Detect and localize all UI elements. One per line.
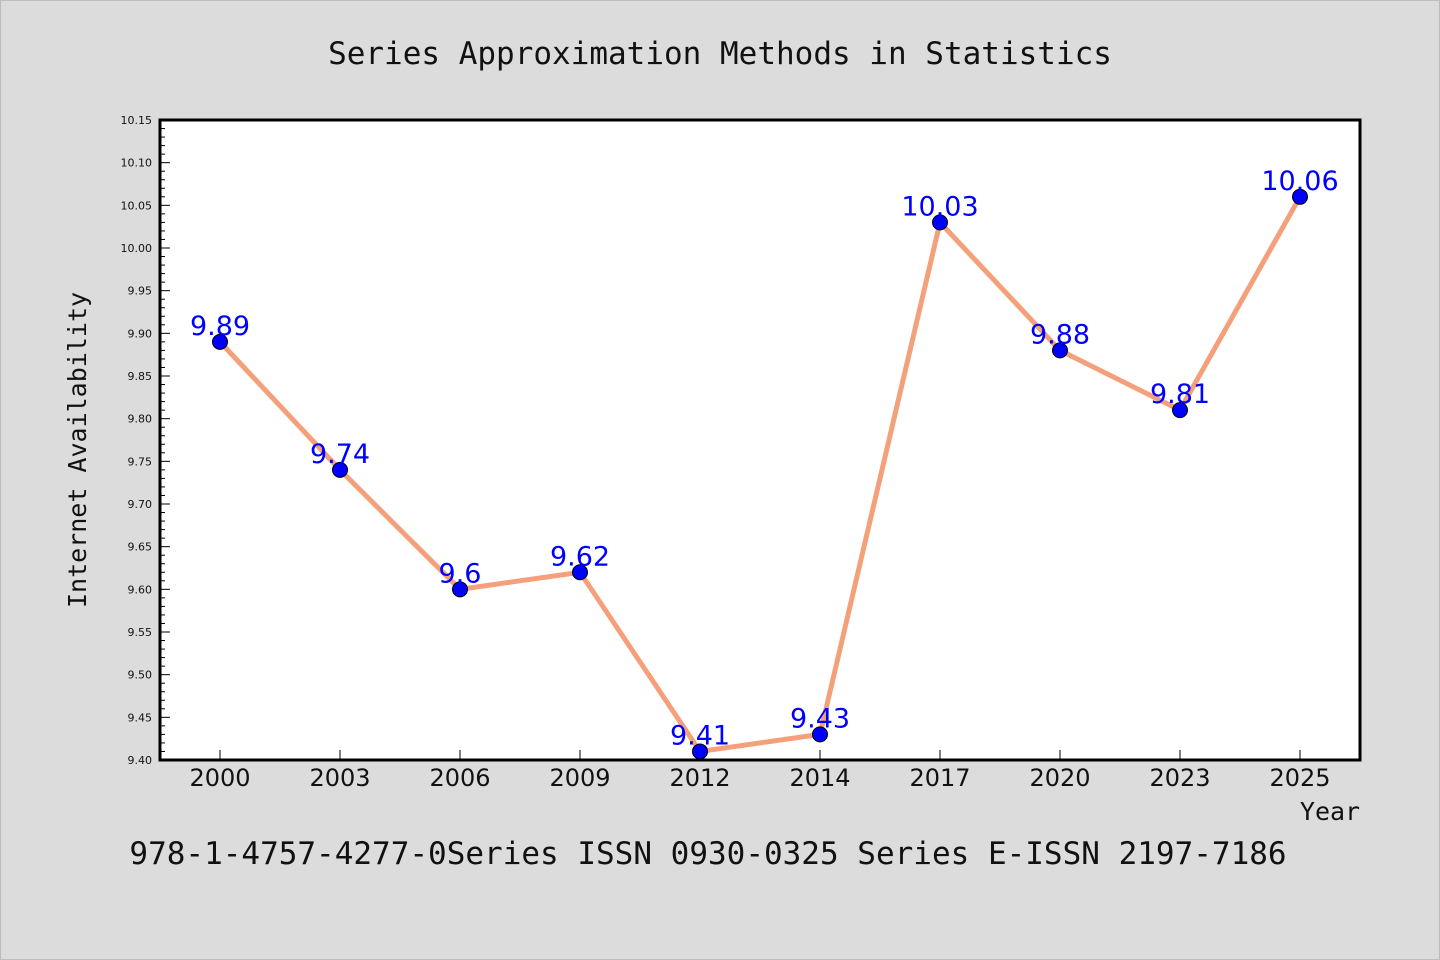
footer-text: 978-1-4757-4277-0Series ISSN 0930-0325 S… xyxy=(129,836,1286,872)
x-axis-title: Year xyxy=(1300,797,1360,826)
data-label: 9.62 xyxy=(550,541,610,572)
x-tick-label: 2014 xyxy=(789,764,850,792)
y-tick-label: 10.00 xyxy=(121,242,153,255)
x-tick-label: 2006 xyxy=(429,764,490,792)
data-point xyxy=(452,581,468,598)
x-tick-label: 2023 xyxy=(1149,764,1210,792)
data-point xyxy=(812,726,828,743)
y-tick-label: 9.55 xyxy=(128,626,153,639)
y-tick-label: 9.75 xyxy=(128,455,153,468)
chart-title: Series Approximation Methods in Statisti… xyxy=(328,36,1112,72)
y-tick-label: 10.05 xyxy=(121,199,153,212)
data-point xyxy=(212,333,228,350)
y-tick-label: 9.80 xyxy=(128,413,153,426)
series-layer: 9.89 9.74 9.6 9.62 9.41 9.43 10.03 9.88 9.81 10.0… xyxy=(190,166,1339,760)
data-label: 9.81 xyxy=(1150,379,1210,410)
x-tick-label: 2012 xyxy=(669,764,730,792)
x-tick-label: 2003 xyxy=(309,764,370,792)
data-label: 9.89 xyxy=(190,311,250,342)
y-tick-label: 9.85 xyxy=(128,370,153,383)
data-point xyxy=(932,214,948,231)
data-label: 9.74 xyxy=(310,439,370,470)
data-label: 9.88 xyxy=(1030,319,1090,350)
data-label: 9.41 xyxy=(670,720,730,751)
y-tick-label: 9.95 xyxy=(128,285,153,298)
y-axis: 9.40 9.45 9.50 9.55 9.60 9.65 9.70 9.75 9.80 9.85… xyxy=(121,114,170,767)
x-axis: 2000 2003 2006 2009 2012 2014 2017 2020 2023 2025 xyxy=(189,750,1331,792)
data-point xyxy=(1292,188,1308,205)
data-label: 10.06 xyxy=(1261,166,1338,197)
y-tick-label: 9.70 xyxy=(128,498,153,511)
x-tick-label: 2017 xyxy=(909,764,970,792)
plot-area xyxy=(160,120,1360,760)
data-point xyxy=(1172,402,1188,419)
y-tick-label: 9.60 xyxy=(128,583,153,596)
data-point xyxy=(332,461,348,478)
data-label: 10.03 xyxy=(901,191,978,222)
data-label: 9.6 xyxy=(439,558,482,589)
y-tick-label: 9.40 xyxy=(128,754,153,767)
y-axis-title: Internet Availability xyxy=(63,292,92,608)
y-tick-label: 9.90 xyxy=(128,327,153,340)
x-tick-label: 2009 xyxy=(549,764,610,792)
x-tick-label: 2000 xyxy=(189,764,250,792)
y-tick-label: 9.50 xyxy=(128,669,153,682)
data-point xyxy=(1052,342,1068,359)
data-label: 9.43 xyxy=(790,703,850,734)
x-tick-label: 2025 xyxy=(1269,764,1330,792)
y-tick-label: 10.10 xyxy=(121,157,153,170)
y-tick-label: 9.65 xyxy=(128,541,153,554)
y-tick-label: 9.45 xyxy=(128,711,153,724)
data-point xyxy=(572,564,588,581)
y-tick-label: 10.15 xyxy=(121,114,153,127)
x-tick-label: 2020 xyxy=(1029,764,1090,792)
series-line xyxy=(218,195,1303,755)
plot-frame xyxy=(158,118,1362,762)
